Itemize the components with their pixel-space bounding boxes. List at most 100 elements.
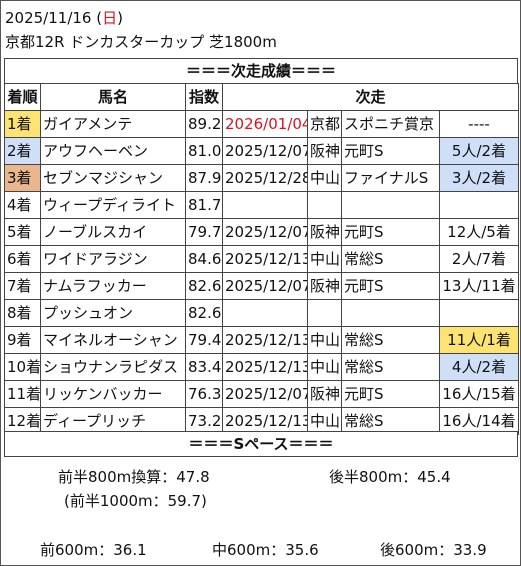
next-race-finish <box>438 299 520 327</box>
next-race-date <box>222 191 308 219</box>
rank-cell: 12着 <box>4 407 41 435</box>
race-title: 京都12R ドンカスターカップ 芝1800m <box>5 33 277 51</box>
next-race-venue <box>307 299 342 327</box>
rank-cell: 6着 <box>4 245 41 273</box>
next-race-name: 常総S <box>341 353 440 381</box>
rank-cell: 5着 <box>4 218 41 246</box>
next-race-finish: ---- <box>438 110 520 138</box>
pace-mid600: 中600m：35.6 <box>212 541 319 559</box>
index-value: 79.4 <box>185 326 223 354</box>
horse-name: プッシュオン <box>40 299 186 327</box>
next-results-banner: ＝＝＝次走成績＝＝＝ <box>4 58 518 84</box>
next-race-name: 元町S <box>341 137 440 165</box>
next-race-date: 2025/12/13 <box>222 353 308 381</box>
col-name-header: 馬名 <box>40 83 186 111</box>
next-race-name: 元町S <box>341 218 440 246</box>
next-race-date: 2025/12/07 <box>222 272 308 300</box>
next-race-venue <box>307 191 342 219</box>
rank-cell: 11着 <box>4 380 41 408</box>
table-row: 9着 マイネルオーシャン 79.4 2025/12/13 中山 常総S 11人/1着 <box>4 326 520 354</box>
next-race-finish: 11人/1着 <box>438 326 520 354</box>
next-race-name <box>341 299 440 327</box>
next-race-finish: 3人/2着 <box>438 164 520 192</box>
next-race-date: 2025/12/07 <box>222 380 308 408</box>
next-race-finish <box>438 191 520 219</box>
horse-name: ディープリッチ <box>40 407 186 435</box>
table-row: 4着 ウィープディライト 81.7 <box>4 191 520 219</box>
rank-cell: 10着 <box>4 353 41 381</box>
horse-name: リッケンバッカー <box>40 380 186 408</box>
rank-cell: 2着 <box>4 137 41 165</box>
horse-name: ワイドアラジン <box>40 245 186 273</box>
pace-first1000: (前半1000m：59.7) <box>64 492 207 510</box>
rank-cell: 9着 <box>4 326 41 354</box>
col-next-header: 次走 <box>221 83 520 111</box>
index-value: 82.6 <box>185 299 223 327</box>
race-date: 2025/11/16 (日) <box>5 7 123 29</box>
horse-name: ショウナンラピダス <box>40 353 186 381</box>
next-race-date: 2025/12/13 <box>222 326 308 354</box>
index-value: 81.0 <box>185 137 223 165</box>
next-race-finish: 2人/7着 <box>438 245 520 273</box>
horse-name: ナムラフッカー <box>40 272 186 300</box>
next-race-date: 2026/01/04 <box>222 110 308 138</box>
table-header-row: 着順 馬名 指数 次走 <box>4 83 520 111</box>
rank-cell: 7着 <box>4 272 41 300</box>
index-value: 81.7 <box>185 191 223 219</box>
index-value: 82.6 <box>185 272 223 300</box>
horse-name: ガイアメンテ <box>40 110 186 138</box>
next-race-venue: 中山 <box>307 326 342 354</box>
index-value: 87.9 <box>185 164 223 192</box>
results-table: 着順 馬名 指数 次走 1着 ガイアメンテ 89.2 2026/01/04 京都 スポニチ… <box>4 83 520 435</box>
next-race-finish: 4人/2着 <box>438 353 520 381</box>
date-suffix: ) <box>117 9 123 27</box>
next-race-date: 2025/12/07 <box>222 137 308 165</box>
next-race-name: 元町S <box>341 380 440 408</box>
next-race-name: 元町S <box>341 272 440 300</box>
index-value: 89.2 <box>185 110 223 138</box>
table-row: 7着 ナムラフッカー 82.6 2025/12/07 阪神 元町S 13人/11着 <box>4 272 520 300</box>
next-race-date: 2025/12/28 <box>222 164 308 192</box>
rank-cell: 3着 <box>4 164 41 192</box>
next-race-date: 2025/12/13 <box>222 245 308 273</box>
pace-last600: 後600m：33.9 <box>380 541 487 559</box>
horse-name: セブンマジシャン <box>40 164 186 192</box>
table-row: 3着 セブンマジシャン 87.9 2025/12/28 中山 ファイナルS 3人/2着 <box>4 164 520 192</box>
table-row: 10着 ショウナンラピダス 83.4 2025/12/13 中山 常総S 4人/2着 <box>4 353 520 381</box>
index-value: 83.4 <box>185 353 223 381</box>
next-race-venue: 阪神 <box>307 218 342 246</box>
next-race-finish: 13人/11着 <box>438 272 520 300</box>
index-value: 84.6 <box>185 245 223 273</box>
table-row: 6着 ワイドアラジン 84.6 2025/12/13 中山 常総S 2人/7着 <box>4 245 520 273</box>
next-race-venue: 中山 <box>307 353 342 381</box>
next-race-finish: 16人/14着 <box>438 407 520 435</box>
weekday: 日 <box>102 9 118 27</box>
next-race-venue: 阪神 <box>307 137 342 165</box>
pace-banner: ＝＝＝Sペース＝＝＝ <box>4 431 518 457</box>
next-race-date <box>222 299 308 327</box>
col-index-header: 指数 <box>185 83 223 111</box>
index-value: 79.7 <box>185 218 223 246</box>
pace-first600: 前600m：36.1 <box>40 541 147 559</box>
col-rank-header: 着順 <box>4 83 41 111</box>
next-race-name <box>341 191 440 219</box>
pace-first800: 前半800m換算：47.8 <box>58 468 210 486</box>
table-row: 8着 プッシュオン 82.6 <box>4 299 520 327</box>
rank-cell: 8着 <box>4 299 41 327</box>
next-race-finish: 16人/15着 <box>438 380 520 408</box>
next-race-date: 2025/12/13 <box>222 407 308 435</box>
next-race-date: 2025/12/07 <box>222 218 308 246</box>
next-race-name: ファイナルS <box>341 164 440 192</box>
horse-name: ノーブルスカイ <box>40 218 186 246</box>
horse-name: マイネルオーシャン <box>40 326 186 354</box>
table-row: 1着 ガイアメンテ 89.2 2026/01/04 京都 スポニチ賞京 ---- <box>4 110 520 138</box>
table-row: 2着 アウフヘーベン 81.0 2025/12/07 阪神 元町S 5人/2着 <box>4 137 520 165</box>
next-race-venue: 阪神 <box>307 272 342 300</box>
next-race-venue: 中山 <box>307 245 342 273</box>
horse-name: ウィープディライト <box>40 191 186 219</box>
next-race-venue: 阪神 <box>307 380 342 408</box>
table-row: 5着 ノーブルスカイ 79.7 2025/12/07 阪神 元町S 12人/5着 <box>4 218 520 246</box>
next-race-venue: 中山 <box>307 164 342 192</box>
next-race-finish: 5人/2着 <box>438 137 520 165</box>
